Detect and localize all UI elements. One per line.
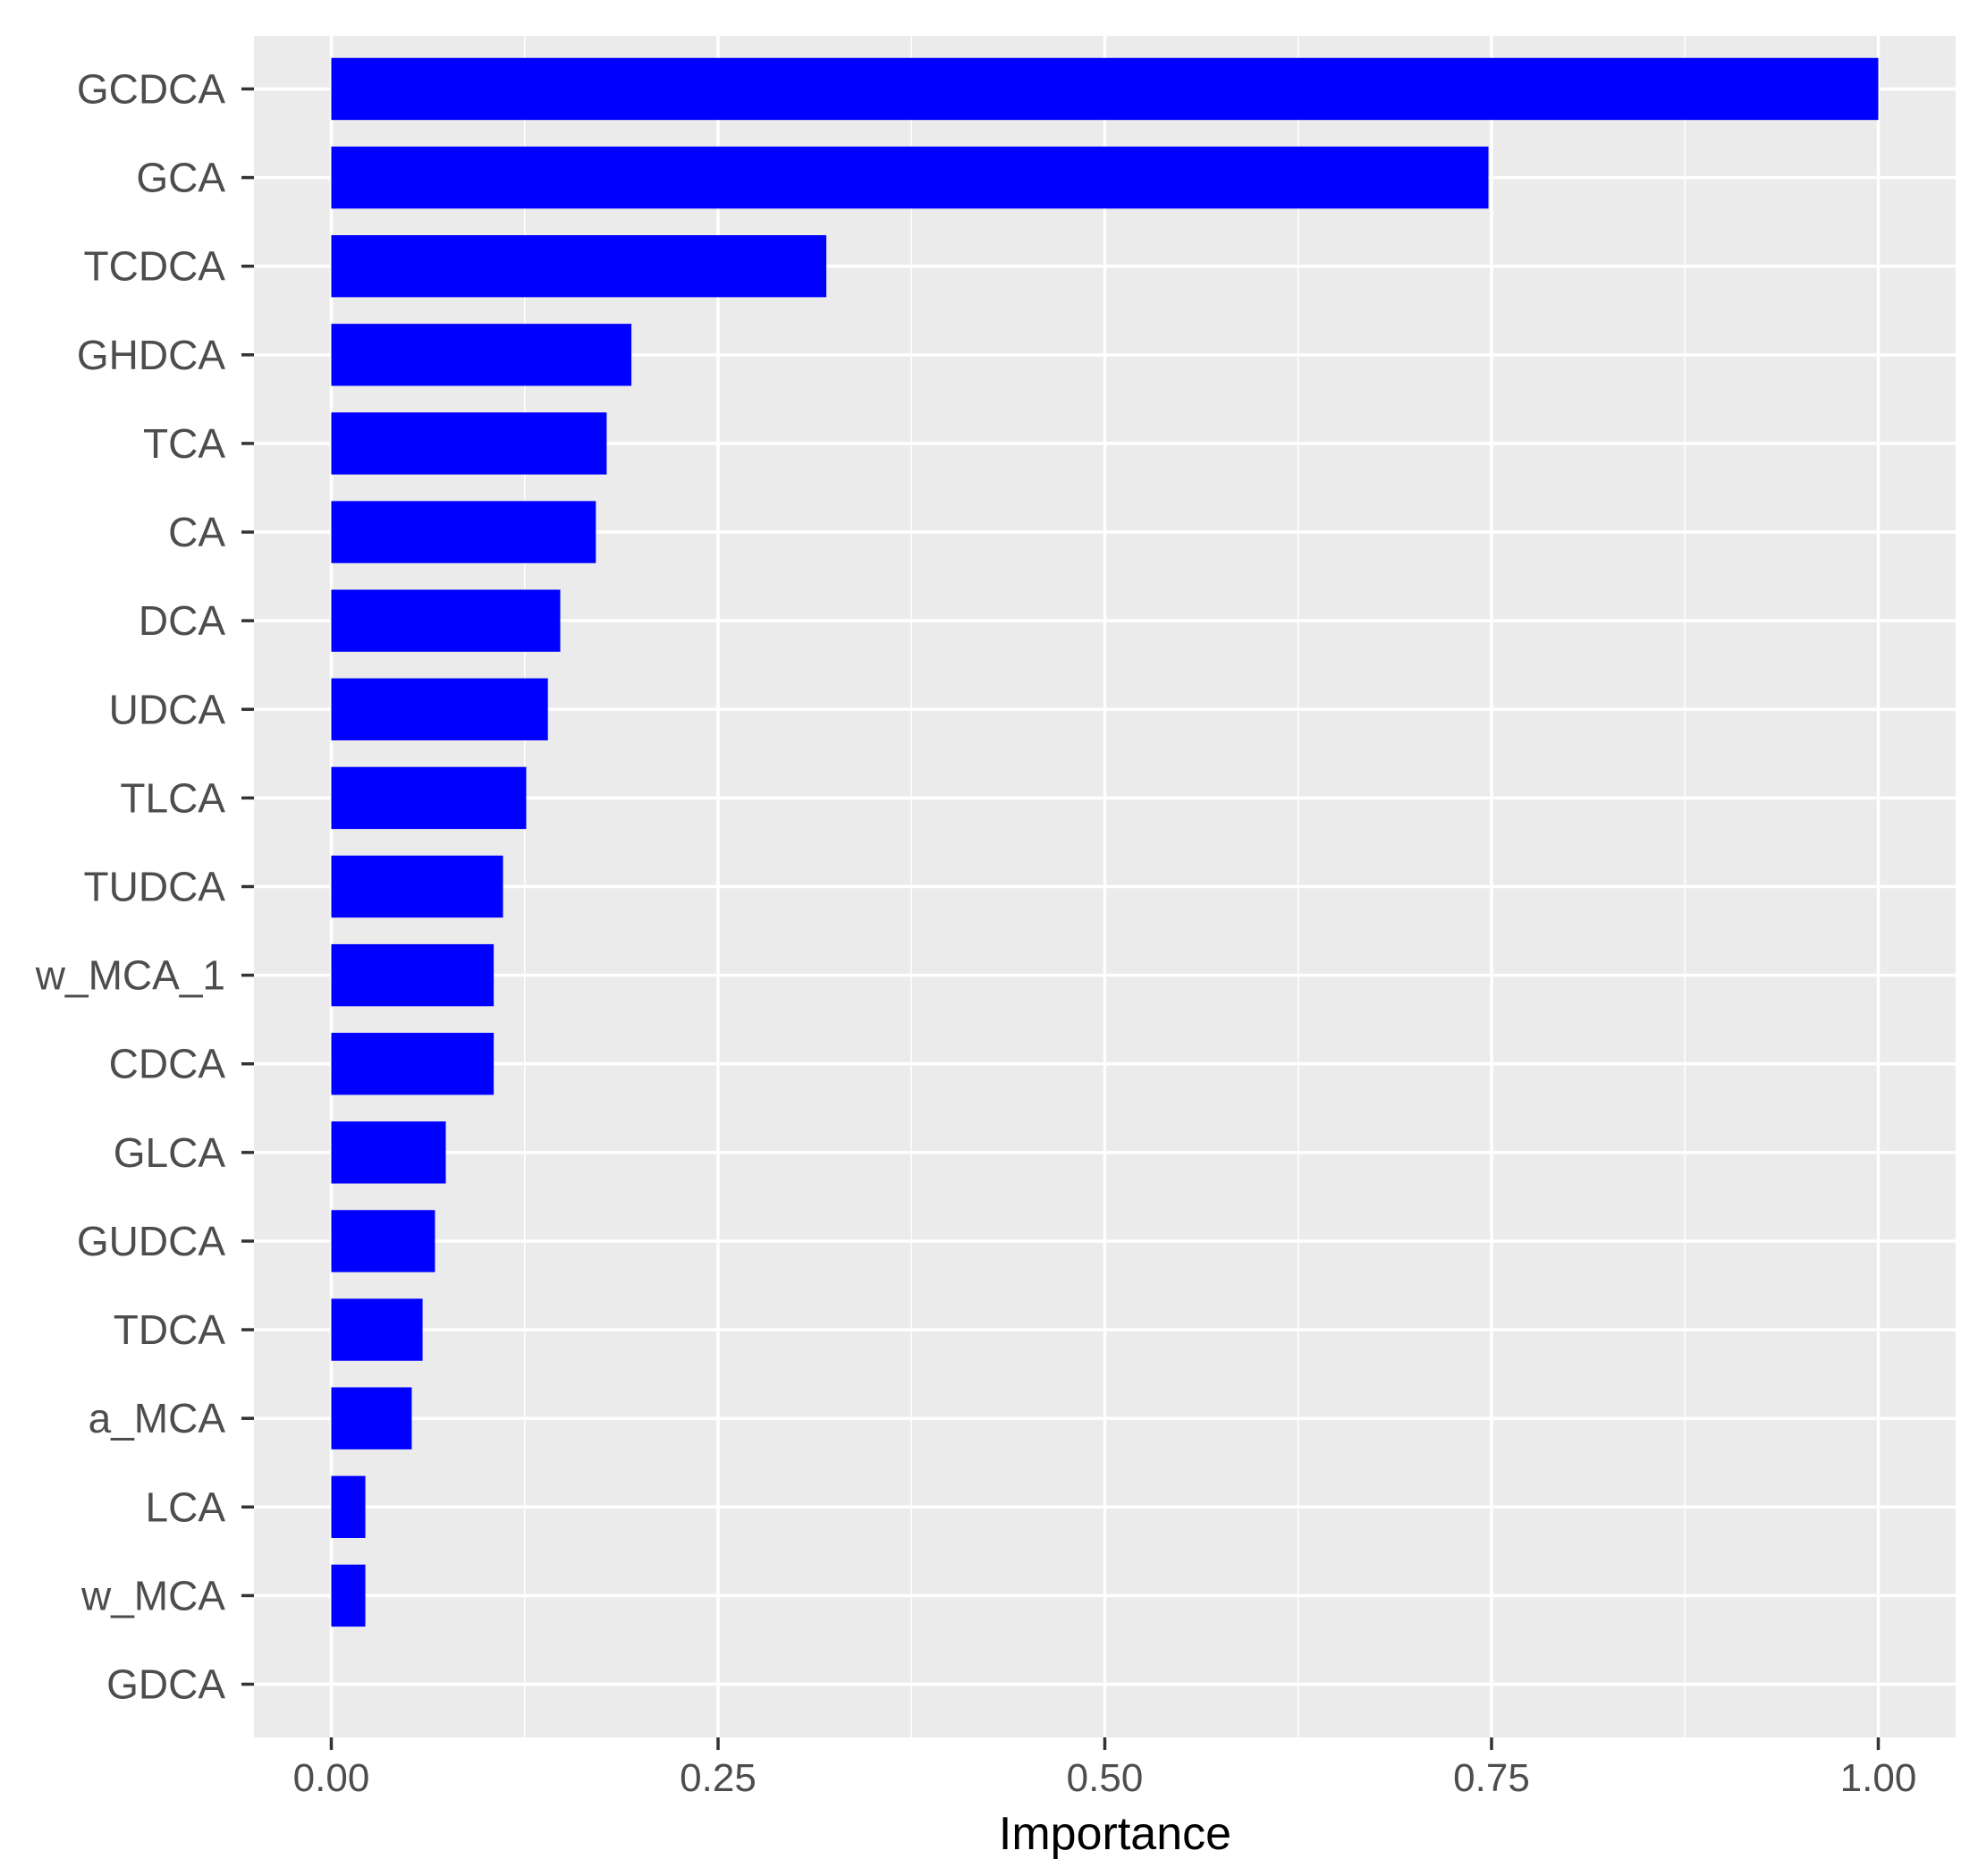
bar-dca	[331, 589, 561, 652]
y-tick-label: a_MCA	[89, 1395, 226, 1441]
y-tick-label: GCDCA	[77, 65, 225, 112]
y-tick-label: GCA	[136, 155, 225, 201]
x-tick-label: 0.25	[680, 1756, 757, 1800]
bar-tudca	[331, 855, 503, 918]
bar-gcdca	[331, 57, 1879, 121]
bar-tcdca	[331, 235, 827, 298]
y-tick-label: UDCA	[109, 686, 226, 732]
bar-tca	[331, 412, 607, 475]
y-axis: GCDCA GCA TCDCA GHDCA TCA CA DCA UDCA TLCA TUDCA w…	[35, 65, 254, 1708]
bar-cdca	[331, 1033, 494, 1095]
bar-w-mca	[331, 1564, 366, 1627]
y-tick-label: TDCA	[114, 1306, 226, 1353]
y-tick-label: TLCA	[120, 774, 225, 821]
y-tick-label: CDCA	[109, 1041, 226, 1087]
x-axis-title: Importance	[999, 1808, 1231, 1860]
bar-glca	[331, 1121, 446, 1184]
bar-ghdca	[331, 324, 632, 386]
bar-lca	[331, 1475, 366, 1538]
x-axis: 0.00 0.25 0.50 0.75 1.00	[293, 1737, 1917, 1800]
y-tick-label: GHDCA	[77, 332, 225, 378]
bar-gca	[331, 146, 1489, 209]
y-tick-label: GDCA	[106, 1661, 225, 1708]
y-tick-label: CA	[168, 509, 225, 555]
y-tick-label: TUDCA	[84, 864, 226, 910]
y-tick-label: LCA	[146, 1483, 226, 1530]
bar-a-mca	[331, 1387, 412, 1449]
y-tick-label: DCA	[139, 597, 225, 644]
y-tick-label: GUDCA	[77, 1218, 225, 1264]
bars	[331, 57, 1879, 1627]
bar-udca	[331, 678, 548, 740]
x-tick-label: 0.75	[1453, 1756, 1530, 1800]
y-tick-label: TCA	[143, 420, 225, 467]
x-tick-label: 0.50	[1067, 1756, 1144, 1800]
y-tick-label: w_MCA	[80, 1572, 225, 1618]
bar-tdca	[331, 1298, 423, 1361]
bar-ca	[331, 501, 596, 563]
bar-tlca	[331, 766, 527, 830]
bar-w-mca-1	[331, 943, 494, 1007]
x-tick-label: 1.00	[1840, 1756, 1917, 1800]
x-tick-label: 0.00	[293, 1756, 370, 1800]
y-tick-label: TCDCA	[84, 243, 226, 290]
y-tick-label: GLCA	[114, 1129, 226, 1176]
bar-gudca	[331, 1210, 435, 1272]
y-tick-label: w_MCA_1	[35, 952, 225, 999]
